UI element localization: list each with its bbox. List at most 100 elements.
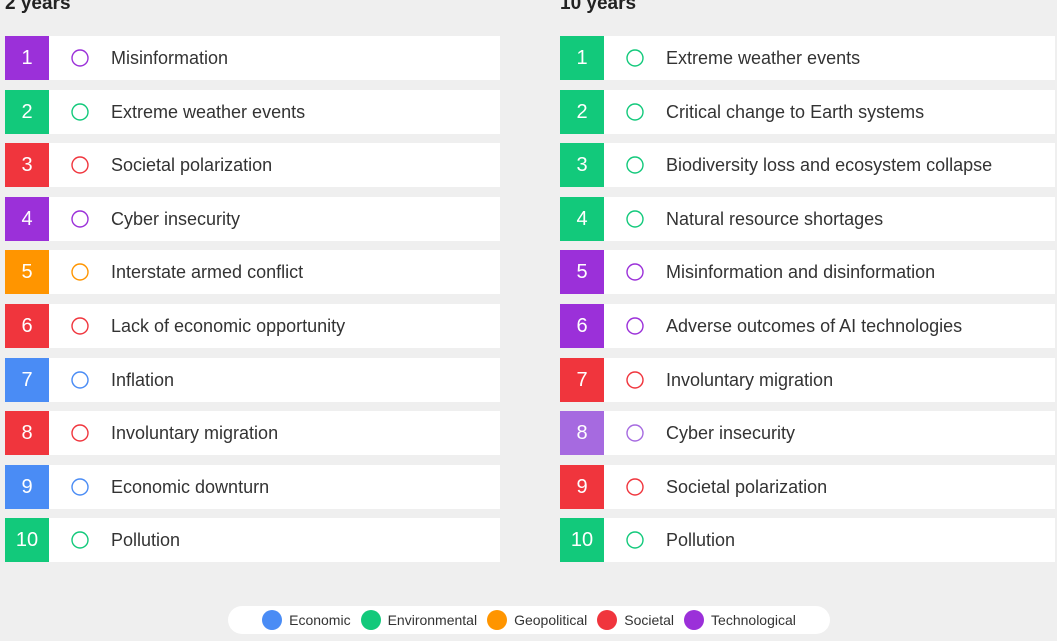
legend: Economic Environmental Geopolitical Societa… (228, 606, 830, 634)
icon-shape (626, 49, 644, 67)
icon-shape (71, 210, 89, 228)
icon (626, 210, 644, 228)
row-label: Economic downturn (111, 476, 270, 497)
row-label: Societal polarization (666, 476, 828, 497)
row-label: Extreme weather events (666, 48, 861, 68)
panel-title: 10 years (560, 0, 637, 14)
row-label: Cyber insecurity (111, 208, 241, 229)
row-label: Involuntary migration (111, 423, 279, 444)
icon-shape (626, 102, 644, 121)
legend-swatch (684, 610, 705, 630)
legend-swatch (487, 610, 508, 630)
list-row: 7 Involuntary migration (560, 357, 1055, 402)
icon (626, 102, 644, 121)
rank-badge: 7 (560, 357, 604, 402)
icon-shape (71, 424, 89, 442)
icon-shape (626, 424, 644, 442)
list-row: 4 Natural resource shortages (560, 196, 1055, 241)
list-row: 2 Extreme weather events (5, 89, 500, 134)
icon (71, 102, 89, 121)
icon-shape (71, 156, 89, 174)
rank-badge: 4 (560, 196, 604, 241)
row-label: Misinformation (111, 48, 229, 68)
icon-shape (71, 102, 89, 121)
icon-shape (626, 478, 644, 496)
list-row: 3 Biodiversity loss and ecosystem collaps… (560, 143, 1055, 188)
legend-item: Technological (684, 610, 796, 630)
list-row: 8 Cyber insecurity (560, 411, 1055, 456)
list-row: 5 Misinformation and disinformation (560, 250, 1055, 295)
icon (626, 317, 644, 335)
rank-badge: 7 (5, 357, 49, 402)
icon (71, 263, 89, 282)
list-row: 7 Inflation (5, 357, 500, 402)
legend-label: Economic (289, 612, 351, 628)
icon-shape (71, 263, 89, 282)
rank-badge: 10 (560, 518, 604, 563)
rank-badge: 4 (5, 196, 49, 241)
row-label: Natural resource shortages (666, 208, 884, 229)
rank-badge: 8 (560, 411, 604, 456)
row-label: Interstate armed conflict (111, 262, 304, 283)
legend-label: Technological (711, 612, 796, 628)
list-row: 1 Extreme weather events (560, 36, 1055, 80)
icon (71, 156, 89, 174)
icon (71, 531, 89, 550)
list-row: 1 Misinformation (5, 36, 500, 80)
list-row: 8 Involuntary migration (5, 411, 500, 456)
icon-shape (71, 478, 89, 496)
list-row: 5 Interstate armed conflict (5, 250, 500, 295)
rank-badge: 8 (5, 411, 49, 456)
legend-item: Geopolitical (487, 610, 587, 630)
list-row: 4 Cyber insecurity (5, 196, 500, 241)
legend-swatch (597, 610, 618, 630)
icon (71, 210, 89, 228)
icon (626, 478, 644, 496)
rank-badge: 1 (560, 36, 604, 80)
list-row: 9 Economic downturn (5, 464, 500, 509)
icon-shape (626, 263, 644, 282)
list-row: 6 Lack of economic opportunity (5, 304, 500, 348)
icon-shape (626, 156, 644, 174)
legend-label: Environmental (387, 612, 478, 628)
list-row: 9 Societal polarization (560, 464, 1055, 509)
legend-label: Geopolitical (514, 612, 588, 628)
row-label: Pollution (666, 530, 736, 551)
icon (71, 49, 89, 67)
rank-badge: 9 (5, 464, 49, 509)
row-label: Inflation (111, 369, 175, 390)
legend-item: Societal (597, 610, 674, 630)
icon (626, 424, 644, 442)
row-label: Adverse outcomes of AI technologies (666, 316, 963, 336)
rank-badge: 6 (5, 304, 49, 348)
rank-badge: 9 (560, 464, 604, 509)
panel-title: 2 years (5, 0, 71, 14)
icon (71, 424, 89, 442)
rank-badge: 1 (5, 36, 49, 80)
icon (71, 478, 89, 496)
rank-badge: 2 (560, 89, 604, 134)
icon-shape (71, 370, 89, 389)
icon (71, 317, 89, 335)
icon (626, 49, 644, 67)
row-label: Cyber insecurity (666, 423, 796, 444)
icon-shape (626, 531, 644, 550)
icon-shape (71, 49, 89, 67)
icon (626, 370, 644, 389)
legend-swatch (262, 610, 283, 630)
legend-swatch (360, 610, 381, 630)
row-label: Critical change to Earth systems (666, 101, 925, 122)
row-label: Societal polarization (111, 155, 273, 176)
rank-badge: 5 (560, 250, 604, 295)
list-row: 3 Societal polarization (5, 143, 500, 188)
legend-label: Societal (624, 612, 675, 628)
row-label: Lack of economic opportunity (111, 316, 346, 336)
list-row: 2 Critical change to Earth systems (560, 89, 1055, 134)
list-row: 10 Pollution (560, 518, 1055, 563)
rank-badge: 2 (5, 89, 49, 134)
icon (626, 156, 644, 174)
icon-shape (626, 370, 644, 389)
rank-badge: 5 (5, 250, 49, 295)
row-label: Involuntary migration (666, 369, 834, 390)
